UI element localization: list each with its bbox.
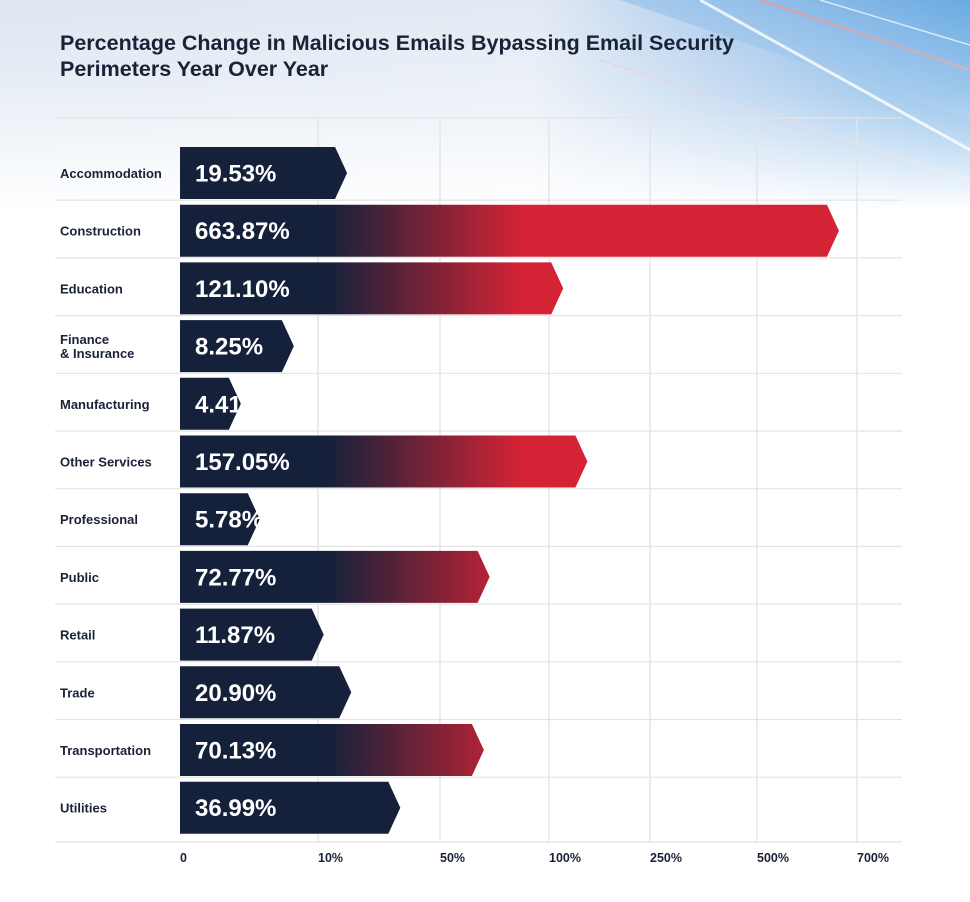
x-tick-label: 250% xyxy=(650,851,682,865)
bar xyxy=(180,493,260,546)
value-label: 19.53% xyxy=(195,161,276,188)
x-axis-ticks: 0 10% 50% 100% 250% 500% 700% xyxy=(180,851,889,865)
x-tick-label: 10% xyxy=(318,851,343,865)
value-label: 5.78% xyxy=(195,507,263,534)
value-label: 72.77% xyxy=(195,564,276,591)
value-label: 11.87% xyxy=(195,622,275,649)
category-label: Transportation xyxy=(60,743,151,758)
category-label: Public xyxy=(60,570,99,585)
bar xyxy=(180,147,348,199)
value-label: 4.41% xyxy=(195,391,263,418)
value-label: 8.25% xyxy=(195,334,263,361)
bar xyxy=(180,608,324,661)
category-label: Utilities xyxy=(60,801,107,816)
chart-title: Percentage Change in Malicious Emails By… xyxy=(60,31,734,81)
category-label: Professional xyxy=(60,512,138,527)
bar xyxy=(180,724,484,776)
bar xyxy=(180,262,564,315)
x-tick-label: 700% xyxy=(857,851,889,865)
category-label: Retail xyxy=(60,628,95,643)
category-label: Trade xyxy=(60,685,95,700)
bar xyxy=(180,435,588,488)
category-label: Construction xyxy=(60,224,141,239)
category-label: Accommodation xyxy=(60,166,162,181)
category-label: Finance & Insurance xyxy=(60,332,134,361)
bar xyxy=(180,320,294,373)
value-label: 121.10% xyxy=(195,276,290,303)
bar xyxy=(180,204,839,257)
value-label: 36.99% xyxy=(195,795,276,822)
x-tick-label: 500% xyxy=(757,851,789,865)
bar xyxy=(180,377,241,430)
category-label: Manufacturing xyxy=(60,397,150,412)
category-labels: Accommodation Construction Education Financ… xyxy=(60,166,162,816)
category-label: Other Services xyxy=(60,455,152,470)
value-label: 70.13% xyxy=(195,738,276,765)
bars: 19.53% 663.87% 121.10% 8.25% 4.41% 157.05% 5.7… xyxy=(180,147,839,834)
category-label: Education xyxy=(60,281,123,296)
x-tick-label: 100% xyxy=(549,851,581,865)
value-label: 20.90% xyxy=(195,680,276,707)
value-label: 663.87% xyxy=(195,218,290,245)
x-tick-label: 0 xyxy=(180,851,187,865)
background-light-streaks xyxy=(0,0,970,210)
bar xyxy=(180,781,401,834)
bar xyxy=(180,666,352,719)
x-tick-label: 50% xyxy=(440,851,465,865)
bar xyxy=(180,550,490,603)
value-label: 157.05% xyxy=(195,449,290,476)
